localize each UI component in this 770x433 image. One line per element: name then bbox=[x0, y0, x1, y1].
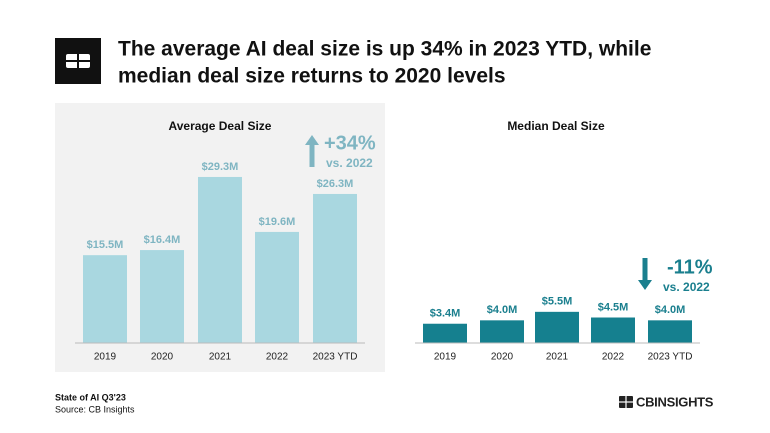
bar bbox=[480, 320, 524, 343]
bar bbox=[591, 317, 635, 343]
value-label: $29.3M bbox=[202, 161, 239, 173]
value-label: $5.5M bbox=[542, 296, 573, 308]
value-label: $15.5M bbox=[87, 239, 124, 251]
bar bbox=[648, 320, 692, 343]
arrow-down bbox=[638, 258, 652, 290]
charts: Average Deal Size $15.5M 2019 $16.4M 2020 $29… bbox=[55, 103, 713, 372]
bar bbox=[83, 255, 127, 343]
change-label: +34% bbox=[324, 132, 376, 154]
value-label: $16.4M bbox=[144, 234, 181, 246]
x-tick-label: 2019 bbox=[94, 352, 117, 363]
chart-title: Average Deal Size bbox=[169, 119, 272, 133]
value-label: $3.4M bbox=[430, 308, 461, 320]
arrow-up bbox=[305, 135, 319, 167]
change-note: vs. 2022 bbox=[326, 156, 373, 170]
x-tick-label: 2022 bbox=[602, 352, 625, 363]
bar bbox=[198, 176, 242, 343]
chart-title: Median Deal Size bbox=[507, 119, 605, 133]
x-tick-label: 2019 bbox=[434, 352, 457, 363]
value-label: $4.0M bbox=[655, 304, 686, 316]
value-label: $4.5M bbox=[598, 301, 629, 313]
x-tick-label: 2022 bbox=[266, 352, 289, 363]
value-label: $19.6M bbox=[259, 216, 296, 228]
value-label: $4.0M bbox=[487, 304, 518, 316]
logo-text: CBINSIGHTS bbox=[636, 394, 714, 409]
x-tick-label: 2023 YTD bbox=[648, 352, 693, 363]
change-label: -11% bbox=[667, 256, 713, 278]
x-tick-label: 2021 bbox=[209, 352, 232, 363]
bar bbox=[535, 311, 579, 343]
bar bbox=[255, 231, 299, 343]
change-note: vs. 2022 bbox=[663, 280, 710, 294]
title-line: median deal size returns to 2020 levels bbox=[118, 65, 506, 88]
bar bbox=[140, 250, 184, 343]
title-line: The average AI deal size is up 34% in 20… bbox=[118, 38, 651, 61]
bar bbox=[313, 193, 357, 343]
source: Source: CB Insights bbox=[55, 404, 135, 414]
x-tick-label: 2021 bbox=[546, 352, 569, 363]
bar bbox=[423, 323, 467, 343]
x-tick-label: 2023 YTD bbox=[313, 352, 358, 363]
footer-logo: CBINSIGHTS bbox=[619, 394, 714, 409]
cb-logo bbox=[55, 38, 101, 84]
report-name: State of AI Q3'23 bbox=[55, 392, 126, 402]
x-tick-label: 2020 bbox=[151, 352, 174, 363]
value-label: $26.3M bbox=[317, 178, 354, 190]
x-tick-label: 2020 bbox=[491, 352, 514, 363]
